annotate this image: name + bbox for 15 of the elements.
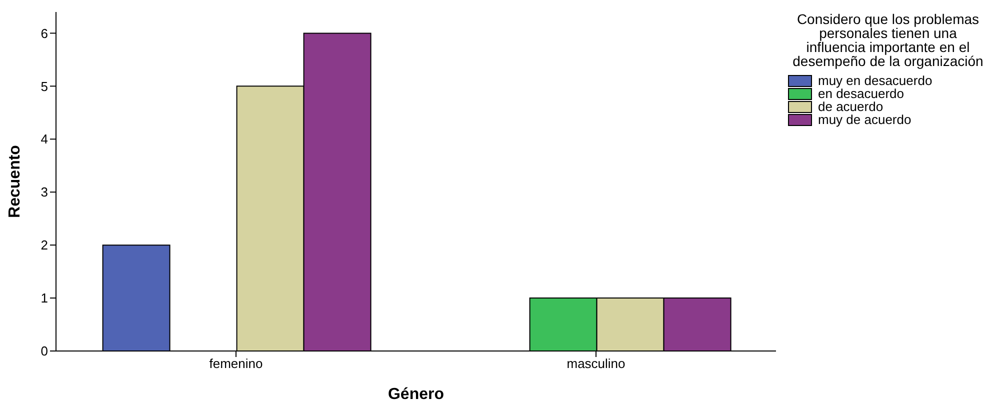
y-tick-label: 5 <box>40 78 48 94</box>
x-tick-label: femenino <box>209 356 263 372</box>
legend-label: de acuerdo <box>818 99 884 114</box>
y-tick-label: 4 <box>40 132 48 147</box>
y-axis-title: Recuento <box>6 144 24 218</box>
y-tick-label: 2 <box>40 238 48 253</box>
y-tick-label: 3 <box>40 184 48 200</box>
legend-title: Considero que los problemas personales tienen una influencia importante en el desempeño de la organización <box>792 11 984 69</box>
y-tick-label: 1 <box>40 290 48 306</box>
x-axis-title: Género <box>388 386 444 403</box>
legend-label: muy de acuerdo <box>818 112 912 127</box>
y-tick-label: 6 <box>40 26 48 41</box>
legend-label: muy en desacuerdo <box>818 73 932 88</box>
x-tick-label: masculino <box>566 356 626 372</box>
y-tick-label: 0 <box>40 344 48 359</box>
